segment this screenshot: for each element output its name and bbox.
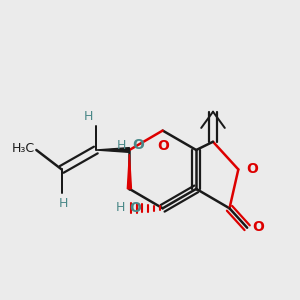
Text: O: O (158, 139, 169, 153)
Text: H₃C: H₃C (11, 142, 35, 155)
Text: H: H (116, 201, 126, 214)
Text: H: H (58, 196, 68, 209)
Text: O: O (252, 220, 264, 234)
Text: H: H (117, 140, 126, 152)
Text: O: O (129, 201, 141, 215)
Text: O: O (247, 162, 259, 176)
Polygon shape (96, 148, 129, 152)
Polygon shape (127, 154, 131, 189)
Text: H: H (84, 110, 94, 123)
Text: O: O (132, 138, 144, 152)
